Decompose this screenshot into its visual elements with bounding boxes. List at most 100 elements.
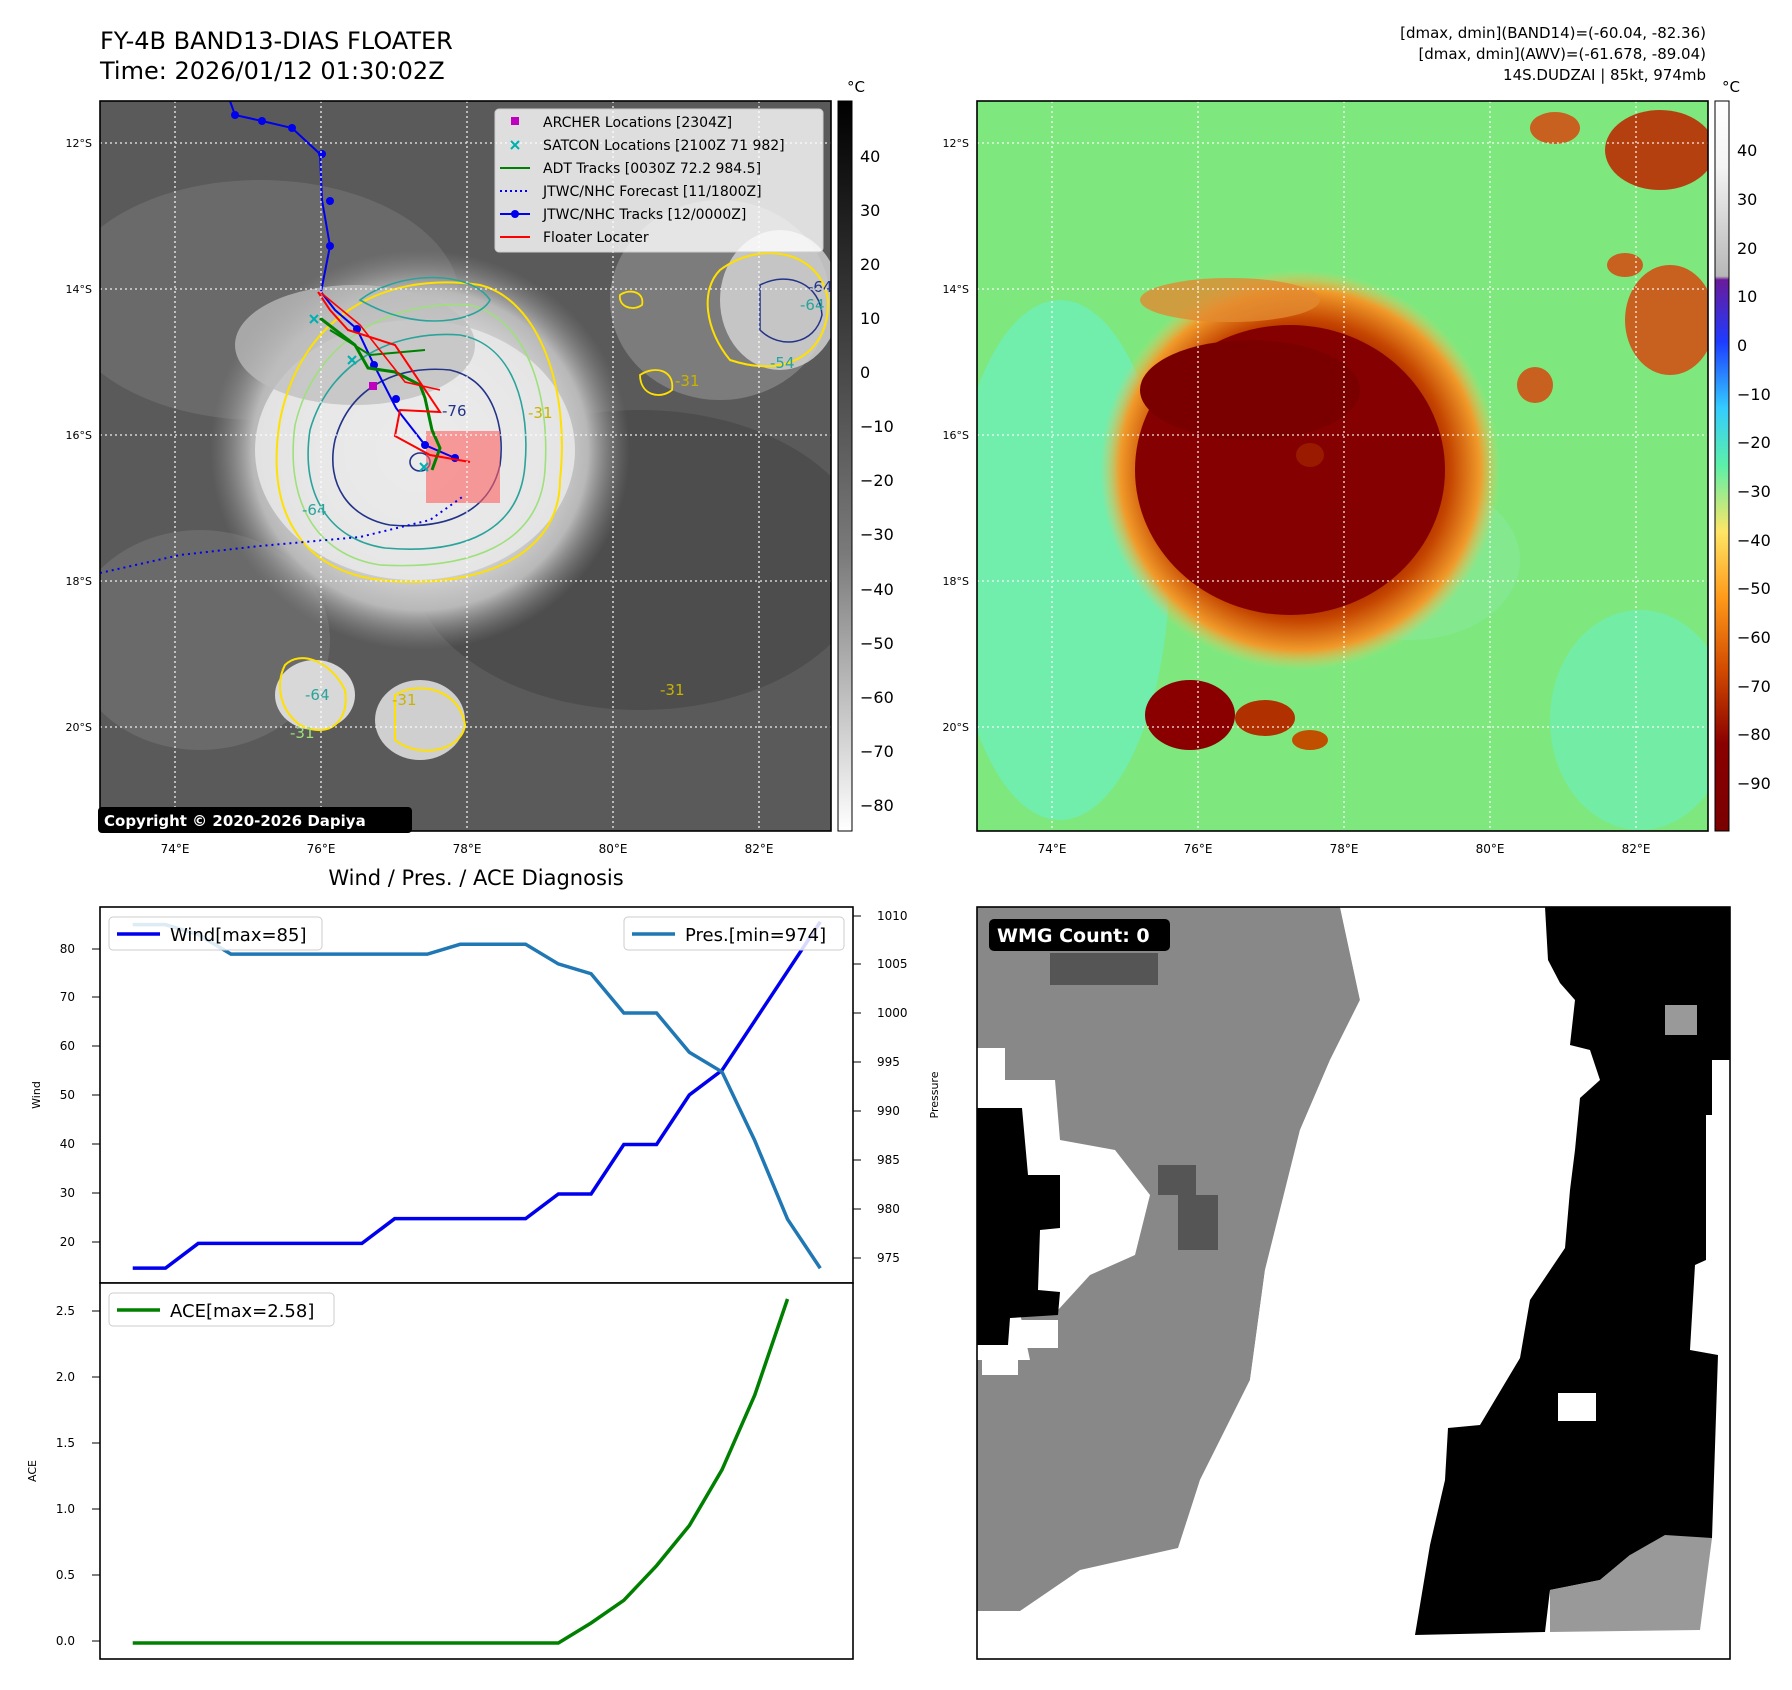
wv-cbar-tick: −70 (1737, 677, 1771, 696)
wind-ytick: 20 (60, 1235, 75, 1249)
ir-legend: ARCHER Locations [2304Z] SATCON Location… (494, 108, 824, 253)
ir-cbar-tick: 0 (860, 363, 870, 382)
contour-label: -64 (305, 686, 330, 704)
wind-legend: Wind[max=85] (108, 916, 323, 951)
wmg-black-right (1415, 907, 1730, 1635)
tracks-legend-dot (511, 210, 519, 218)
ace-ytick: 1.5 (56, 1436, 75, 1450)
ir-colorbar (837, 100, 853, 832)
ace-legend: ACE[max=2.58] (108, 1292, 335, 1327)
lat-label: 16°S (66, 429, 92, 442)
copyright-text: Copyright © 2020-2026 Dapiya (104, 812, 366, 830)
wv-cbar-tick: 10 (1737, 287, 1757, 306)
info-awv: [dmax, dmin](AWV)=(-61.678, -89.04) (1418, 45, 1706, 63)
wmg-badge (989, 919, 1170, 951)
ace-ytick: 0.0 (56, 1634, 75, 1648)
wv-lon-label: 74°E (1038, 842, 1067, 856)
wv-lon-label: 80°E (1476, 842, 1505, 856)
wv-cbar-tick: −20 (1737, 433, 1771, 452)
legend-forecast: JTWC/NHC Forecast [11/1800Z] (542, 184, 762, 200)
lat-label: 18°S (66, 575, 92, 588)
wind-ytick: 40 (60, 1137, 75, 1151)
contour-label: -76 (442, 402, 467, 420)
ir-panel: -64 -31 -54 -64 -31 -31 -31 -64 -31 -76 … (66, 78, 894, 856)
pres-ylabel: Pressure (928, 1071, 941, 1118)
wv-lon-label: 78°E (1330, 842, 1359, 856)
wind-ytick: 30 (60, 1186, 75, 1200)
lat-label: 12°S (66, 137, 92, 150)
pres-ytick: 1010 (877, 909, 908, 923)
wv-cbar-tick: 40 (1737, 141, 1757, 160)
wv-cbar-tick: −10 (1737, 385, 1771, 404)
pres-ytick: 990 (877, 1104, 900, 1118)
wv-lat-label: 16°S (943, 429, 969, 442)
wmg-panel: WMG Count: 0 (976, 906, 1731, 1660)
ir-cbar-tick: −40 (860, 580, 894, 599)
wmg-dark-patch (1050, 953, 1158, 985)
lon-label: 74°E (161, 842, 190, 856)
pres-ytick: 995 (877, 1055, 900, 1069)
figure-title: FY-4B BAND13-DIAS FLOATER (100, 27, 453, 55)
ace-legend-label: ACE[max=2.58] (170, 1301, 314, 1322)
legend-adt: ADT Tracks [0030Z 72.2 984.5] (543, 161, 761, 177)
wind-ytick: 60 (60, 1039, 75, 1053)
wind-ylabel: Wind (30, 1081, 43, 1109)
wv-image (977, 101, 1708, 831)
wind-pres-axes (99, 906, 854, 1284)
ir-cbar-tick: 10 (860, 309, 880, 328)
contour-label: -64 (800, 296, 825, 314)
ace-ytick: 0.5 (56, 1568, 75, 1582)
lat-label: 14°S (66, 283, 92, 296)
ir-colorbar-ticks: 40 30 20 10 0 −10 −20 −30 −40 −50 −60 −7… (860, 147, 894, 815)
lon-label: 82°E (745, 842, 774, 856)
lon-label: 80°E (599, 842, 628, 856)
legend-floater: Floater Locater (543, 230, 649, 246)
satcon-legend-marker (510, 140, 520, 150)
info-storm: 14S.DUDZAI | 85kt, 974mb (1503, 66, 1706, 84)
pres-series-line (132, 922, 822, 1270)
pres-ytick: 985 (877, 1153, 900, 1167)
wind-series-line (132, 920, 822, 1270)
wv-lon-label: 82°E (1622, 842, 1651, 856)
wv-cbar-tick: −50 (1737, 579, 1771, 598)
pres-ytick: 1005 (877, 957, 908, 971)
wmg-light-patch (1550, 1535, 1712, 1632)
wmg-black-left (977, 1108, 1060, 1345)
diag-panel: Wind / Pres. / ACE Diagnosis 20 30 40 50… (26, 866, 941, 1660)
lon-label: 78°E (453, 842, 482, 856)
wv-colorbar (1714, 100, 1730, 832)
ir-cbar-tick: −30 (860, 525, 894, 544)
wmg-light-patch (1665, 1005, 1697, 1035)
pres-legend-label: Pres.[min=974] (685, 925, 826, 946)
copyright-badge (98, 807, 412, 833)
ace-ytick: 2.5 (56, 1304, 75, 1318)
ace-ylabel: ACE (26, 1460, 39, 1482)
wind-ytick: 50 (60, 1088, 75, 1102)
wv-lat-label: 18°S (943, 575, 969, 588)
ir-cbar-tick: 20 (860, 255, 880, 274)
ir-cbar-tick: −10 (860, 417, 894, 436)
contour-label: -64 (808, 278, 833, 296)
ace-axes (99, 1282, 854, 1660)
wmg-badge-text: WMG Count: 0 (997, 925, 1150, 947)
wind-yticks: 20 30 40 50 60 70 80 (60, 942, 75, 1249)
wv-cbar-tick: 30 (1737, 190, 1757, 209)
contour-label: -31 (392, 691, 417, 709)
figure-time: Time: 2026/01/12 01:30:02Z (99, 57, 445, 85)
wind-ytick: 80 (60, 942, 75, 956)
wv-lat-label: 12°S (943, 137, 969, 150)
contour-label: -54 (770, 354, 795, 372)
ace-yticks: 0.0 0.5 1.0 1.5 2.0 2.5 (56, 1304, 75, 1648)
contour-label: -31 (660, 681, 685, 699)
pres-yticks: 975 980 985 990 995 1000 1005 1010 (877, 909, 908, 1265)
ir-cbar-tick: −20 (860, 471, 894, 490)
info-band14: [dmax, dmin](BAND14)=(-60.04, -82.36) (1400, 24, 1706, 42)
wv-panel: 12°S 14°S 16°S 18°S 20°S 74°E 76°E 78°E … (943, 78, 1771, 856)
ir-cbar-tick: −70 (860, 742, 894, 761)
lon-label: 76°E (307, 842, 336, 856)
lat-label: 20°S (66, 721, 92, 734)
wv-cbar-tick: −30 (1737, 482, 1771, 501)
ace-ytick: 2.0 (56, 1370, 75, 1384)
wv-cbar-tick: 20 (1737, 239, 1757, 258)
